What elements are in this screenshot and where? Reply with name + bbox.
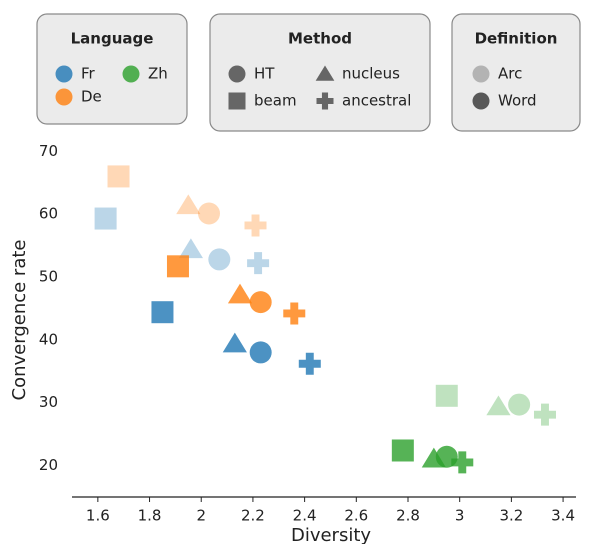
legend-label: ancestral [342, 92, 411, 110]
legend-marker [472, 92, 490, 110]
legend-label: Fr [81, 65, 96, 83]
point [508, 393, 531, 416]
point [208, 248, 231, 271]
legend-marker [316, 92, 334, 110]
y-axis-label: Convergence rate [9, 240, 30, 401]
x-tick-label: 2.4 [293, 507, 317, 525]
legend-title: Method [288, 30, 352, 48]
legend-box [36, 13, 188, 125]
x-tick-label: 2.6 [344, 507, 368, 525]
y-tick-label: 50 [39, 268, 58, 286]
point [151, 301, 174, 324]
point [298, 352, 321, 375]
x-tick-label: 3.2 [499, 507, 523, 525]
legend-label: Arc [498, 65, 522, 83]
legend-marker [228, 92, 246, 110]
x-tick-label: 2 [196, 507, 206, 525]
legend-title: Definition [475, 30, 558, 48]
legend-label: Word [498, 92, 537, 110]
point [227, 283, 253, 304]
point [222, 332, 247, 353]
point [486, 395, 511, 416]
point [247, 252, 270, 275]
legend-marker [55, 88, 73, 106]
x-tick-label: 2.8 [396, 507, 420, 525]
point [166, 255, 189, 278]
y-tick-label: 60 [39, 205, 58, 223]
point [283, 302, 306, 325]
x-tick-label: 3.4 [551, 507, 575, 525]
x-axis-label: Diversity [291, 525, 371, 544]
legend-marker [55, 65, 73, 83]
point [391, 439, 414, 462]
legend-box [209, 13, 431, 132]
x-tick-label: 2.2 [241, 507, 265, 525]
point [244, 214, 267, 237]
y-tick-label: 40 [39, 330, 58, 348]
legend-marker [228, 65, 246, 83]
y-tick-label: 30 [39, 393, 58, 411]
legend-title: Language [71, 30, 154, 48]
point [176, 194, 201, 215]
legend-marker [122, 65, 140, 83]
legend-marker [315, 65, 335, 81]
point [178, 238, 203, 259]
y-tick-label: 20 [39, 456, 58, 474]
point [249, 341, 272, 364]
legend-label: HT [254, 65, 275, 83]
point [533, 403, 556, 426]
y-tick-label: 70 [39, 142, 58, 160]
legend-label: De [81, 88, 102, 106]
point [451, 451, 474, 474]
point [435, 384, 458, 407]
x-tick-label: 1.6 [86, 507, 110, 525]
point [107, 165, 130, 188]
point [197, 202, 220, 225]
x-tick-label: 1.8 [138, 507, 162, 525]
point [249, 291, 272, 314]
legend-marker [472, 65, 490, 83]
point [94, 207, 117, 230]
legend-label: Zh [148, 65, 168, 83]
legend-label: beam [254, 92, 297, 110]
x-tick-label: 3 [455, 507, 465, 525]
legend-label: nucleus [342, 65, 400, 83]
